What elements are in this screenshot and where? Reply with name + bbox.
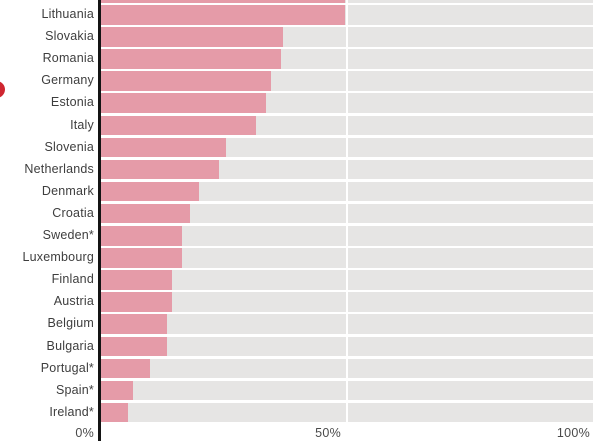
bar-row: Spain*: [0, 380, 600, 401]
bar-row: Portugal*: [0, 358, 600, 379]
country-label: Denmark: [41, 183, 94, 198]
bar: [101, 115, 256, 136]
bar: [101, 27, 284, 47]
bar: [101, 314, 168, 334]
cropped-top-bar: [101, 0, 345, 3]
country-label: Finland: [51, 272, 94, 287]
country-label: Italy: [70, 117, 94, 132]
bar: [101, 292, 173, 312]
x-tick-label-100: 100%: [556, 426, 590, 440]
bar: [101, 49, 281, 69]
bar: [101, 380, 133, 401]
bar-row: Slovenia: [0, 137, 600, 158]
bar-row: Italy: [0, 115, 600, 136]
country-label: Estonia: [50, 95, 94, 110]
country-label: Romania: [42, 51, 94, 66]
bar: [101, 137, 227, 158]
country-label: Spain*: [55, 382, 94, 397]
bar-row: Finland: [0, 270, 600, 290]
country-label: Ireland*: [49, 404, 94, 419]
bar-row: Croatia: [0, 203, 600, 224]
bar-row: Ireland*: [0, 402, 600, 423]
bar-row: Sweden*: [0, 226, 600, 246]
country-label: Austria: [53, 294, 94, 309]
bar: [101, 159, 220, 180]
bar-row: Lithuania: [0, 5, 600, 25]
bar-row: Belgium: [0, 314, 600, 334]
red-dot-decoration: [0, 81, 5, 98]
bar: [101, 93, 266, 113]
plot-area: Lithuania Slovakia Romania Germany Estonia It…: [0, 0, 600, 423]
bar: [101, 181, 200, 202]
country-label: Lithuania: [41, 7, 94, 22]
bar-row: Romania: [0, 49, 600, 69]
bar-row: Netherlands: [0, 159, 600, 180]
x-axis: 0% 50% 100%: [0, 426, 600, 441]
bar-row: Estonia: [0, 93, 600, 113]
country-label: Bulgaria: [46, 338, 94, 353]
country-label: Belgium: [47, 316, 94, 331]
bar-row: Denmark: [0, 181, 600, 202]
bar: [101, 270, 173, 290]
bar-row: Austria: [0, 292, 600, 312]
country-label: Germany: [41, 73, 94, 88]
country-label: Sweden*: [42, 228, 94, 243]
gridline-50-percent: [345, 0, 349, 423]
bar: [101, 203, 190, 224]
bar-row: Slovakia: [0, 27, 600, 47]
bar-row: Bulgaria: [0, 336, 600, 356]
bar: [101, 71, 271, 91]
bar: [101, 358, 151, 379]
bar: [101, 336, 168, 356]
country-label: Croatia: [52, 205, 94, 220]
bar-row: Luxembourg: [0, 248, 600, 268]
bar: [101, 248, 183, 268]
y-axis-line: [98, 0, 101, 441]
country-label: Slovakia: [45, 29, 94, 44]
country-label: Netherlands: [24, 161, 94, 176]
bar: [101, 5, 345, 25]
x-tick-label-0: 0%: [75, 426, 94, 440]
bar-rows: Lithuania Slovakia Romania Germany Estonia It…: [0, 5, 600, 423]
x-tick-label-50: 50%: [315, 426, 341, 440]
bar: [101, 226, 183, 246]
country-label: Slovenia: [44, 139, 94, 154]
bar-row: Germany: [0, 71, 600, 91]
country-label: Portugal*: [40, 360, 94, 375]
country-label: Luxembourg: [22, 250, 94, 265]
bar: [101, 402, 129, 423]
